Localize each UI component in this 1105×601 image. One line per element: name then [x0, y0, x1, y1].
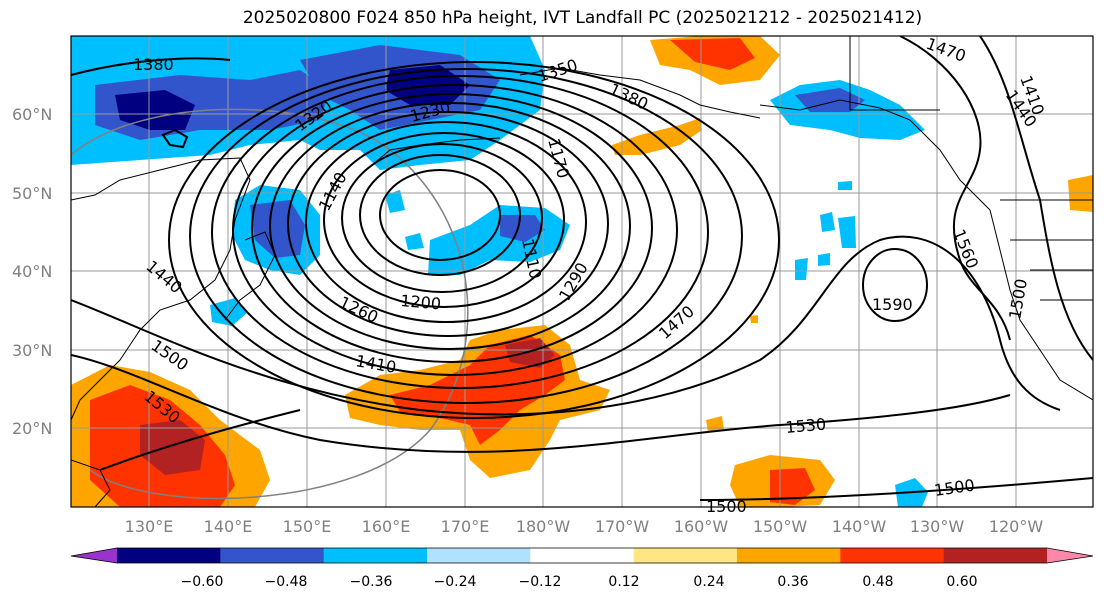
- colorbar-cells: [117, 548, 1048, 563]
- colorbar-cell: [633, 548, 738, 563]
- colorbar-tick: −0.48: [265, 574, 308, 590]
- colorbar-low-extend: [71, 548, 117, 563]
- longitude-labels: 130°E 140°E 150°E 160°E 170°E 180°W 170°…: [125, 517, 1044, 536]
- lon-label: 170°E: [441, 517, 490, 536]
- landfall-region-outline: [71, 108, 469, 500]
- contour-label: 1200: [400, 291, 442, 313]
- colorbar-cell: [323, 548, 428, 563]
- lat-label: 30°N: [12, 341, 52, 360]
- colorbar-cell: [117, 548, 221, 563]
- colorbar-tick: −0.24: [434, 574, 477, 590]
- contour-label: 1380: [133, 55, 174, 74]
- colorbar-cell: [220, 548, 325, 563]
- map-panel: 1380 1350 1380 1470 1410 1440 1320 1230 …: [70, 34, 1094, 516]
- colorbar-tick: −0.12: [519, 574, 562, 590]
- lon-label: 160°W: [674, 517, 729, 536]
- contour-label: 1530: [785, 415, 827, 437]
- colorbar-cell: [840, 548, 945, 563]
- lon-label: 130°E: [125, 517, 174, 536]
- lon-label: 150°E: [283, 517, 332, 536]
- lat-label: 50°N: [12, 184, 52, 203]
- map-frame: [70, 35, 1094, 508]
- height-contours: [71, 36, 1093, 501]
- colorbar-cell: [427, 548, 531, 563]
- lon-label: 130°W: [910, 517, 965, 536]
- lon-label: 120°W: [989, 517, 1044, 536]
- colorbar-cell: [737, 548, 841, 563]
- colorbar-tick: −0.36: [350, 574, 393, 590]
- latitude-labels: 60°N 50°N 40°N 30°N 20°N: [12, 105, 52, 438]
- lon-label: 140°E: [204, 517, 253, 536]
- lat-label: 60°N: [12, 105, 52, 124]
- colorbar-tick: 0.12: [608, 574, 639, 590]
- lon-label: 150°W: [753, 517, 808, 536]
- colorbar-tick: 0.36: [777, 574, 808, 590]
- colorbar-cell: [943, 548, 1048, 563]
- lon-label: 180°W: [516, 517, 571, 536]
- lat-label: 20°N: [12, 419, 52, 438]
- colorbar-tick: −0.60: [181, 574, 224, 590]
- contour-label: 1590: [872, 295, 913, 314]
- lon-label: 140°W: [832, 517, 887, 536]
- colorbar-tick: 0.60: [946, 574, 977, 590]
- coastlines: [71, 36, 1093, 507]
- colorbar: −0.60 −0.48 −0.36 −0.24 −0.12 0.12 0.24 …: [70, 547, 1094, 590]
- map-title: 2025020800 F024 850 hPa height, IVT Land…: [242, 8, 923, 28]
- colorbar-tick: 0.48: [862, 574, 893, 590]
- lon-label: 160°E: [362, 517, 411, 536]
- lat-label: 40°N: [12, 262, 52, 281]
- colorbar-cell: [530, 548, 635, 563]
- colorbar-high-extend: [1047, 548, 1093, 563]
- colorbar-tick: 0.24: [693, 574, 724, 590]
- lon-label: 170°W: [595, 517, 650, 536]
